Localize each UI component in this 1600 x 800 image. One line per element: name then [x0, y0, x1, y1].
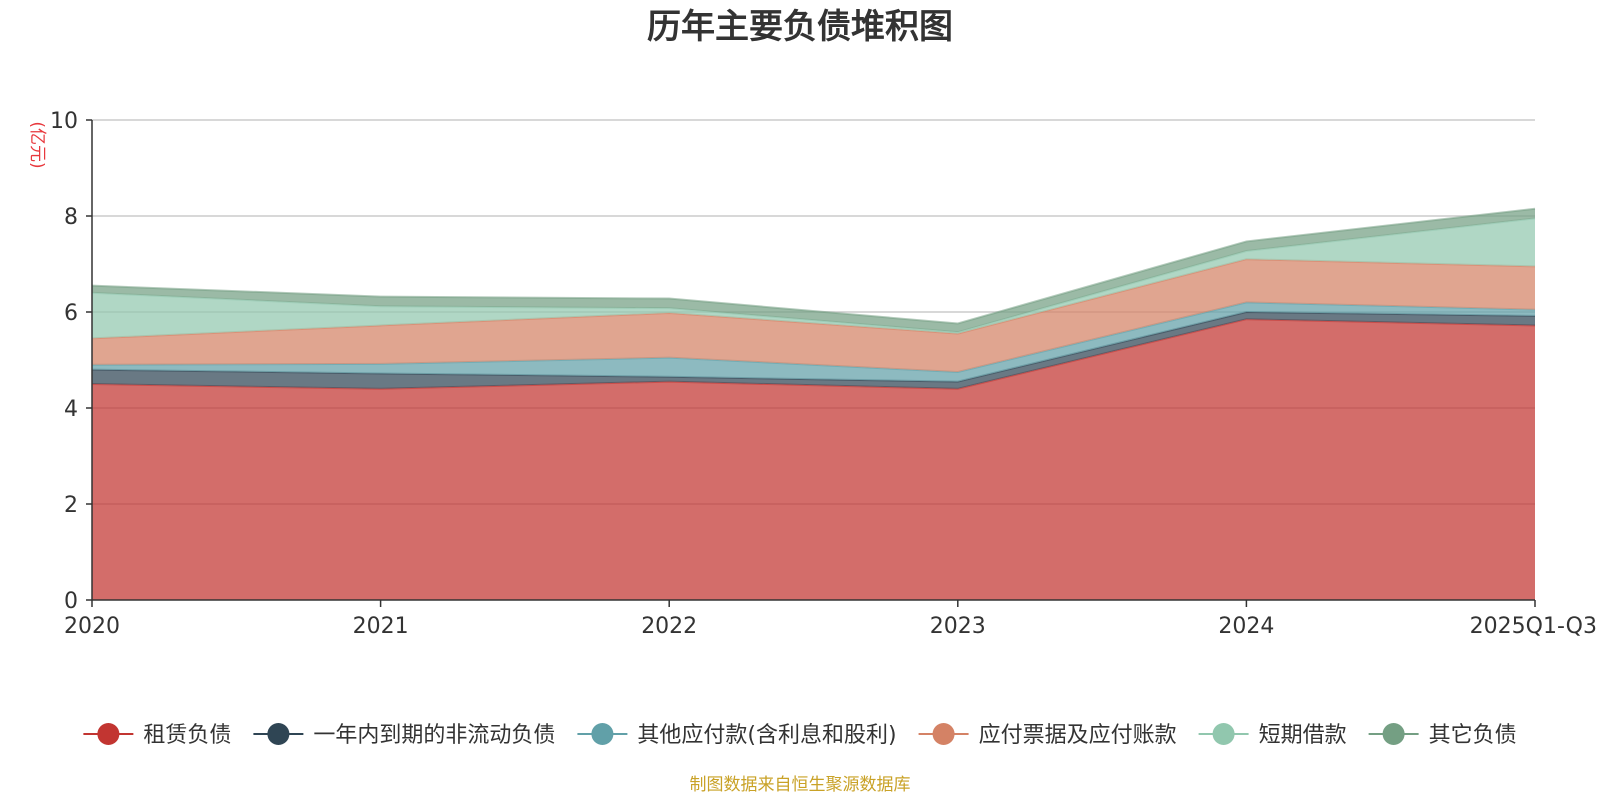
legend: 租赁负债 一年内到期的非流动负债 其他应付款(含利息和股利) 应付票据及应付账款 短期借… — [83, 723, 1517, 748]
x-tick-label-1: 2021 — [353, 614, 409, 639]
x-tick-label-3: 2023 — [930, 614, 986, 639]
legend-item-4[interactable]: 短期借款 — [1198, 723, 1347, 748]
legend-circle-marker — [1212, 723, 1235, 745]
legend-circle-marker — [1382, 723, 1405, 745]
y-tick-label-2: 4 — [64, 397, 78, 422]
area-series-5 — [92, 208, 1535, 333]
legend-label: 一年内到期的非流动负债 — [313, 723, 555, 748]
x-tick-label-4: 2024 — [1218, 614, 1274, 639]
legend-item-5[interactable]: 其它负债 — [1368, 723, 1517, 748]
area-series-1 — [92, 312, 1535, 389]
area-series-3 — [92, 259, 1535, 372]
legend-item-0[interactable]: 租赁负债 — [83, 723, 231, 748]
y-axis-unit-label: (亿元) — [27, 121, 47, 168]
legend-label: 其它负债 — [1429, 723, 1517, 748]
legend-circle-marker — [932, 723, 955, 745]
legend-label: 短期借款 — [1259, 723, 1347, 748]
legend-item-2[interactable]: 其他应付款(含利息和股利) — [577, 723, 897, 748]
legend-label: 租赁负债 — [143, 723, 231, 748]
legend-circle-marker — [267, 723, 290, 745]
y-tick-label-3: 6 — [64, 301, 78, 326]
area-edge-series-5 — [91, 207, 1536, 325]
legend-circle-marker — [97, 723, 120, 745]
area-series-2 — [92, 302, 1535, 382]
x-tick-label-0: 2020 — [64, 614, 120, 639]
area-series-0 — [92, 319, 1535, 600]
y-tick-label-1: 2 — [64, 493, 78, 518]
y-tick-label-5: 10 — [50, 109, 78, 134]
legend-circle-marker — [591, 723, 614, 745]
area-series-4 — [92, 218, 1535, 339]
data-source-note: 制图数据来自恒生聚源数据库 — [690, 775, 911, 795]
chart-title: 历年主要负债堆积图 — [647, 7, 953, 47]
x-tick-label-2: 2022 — [641, 614, 697, 639]
legend-label: 应付票据及应付账款 — [979, 723, 1177, 748]
legend-item-3[interactable]: 应付票据及应付账款 — [918, 723, 1177, 748]
legend-item-1[interactable]: 一年内到期的非流动负债 — [253, 723, 555, 748]
axes: 0 2 4 6 8 10 2020 2021 2022 2023 2024 2025Q1-Q3 — [50, 109, 1597, 639]
stacked-areas — [91, 207, 1536, 600]
y-tick-label-0: 0 — [64, 589, 78, 614]
y-tick-label-4: 8 — [64, 205, 78, 230]
x-tick-label-5: 2025Q1-Q3 — [1470, 614, 1597, 639]
legend-label: 其他应付款(含利息和股利) — [637, 723, 896, 748]
